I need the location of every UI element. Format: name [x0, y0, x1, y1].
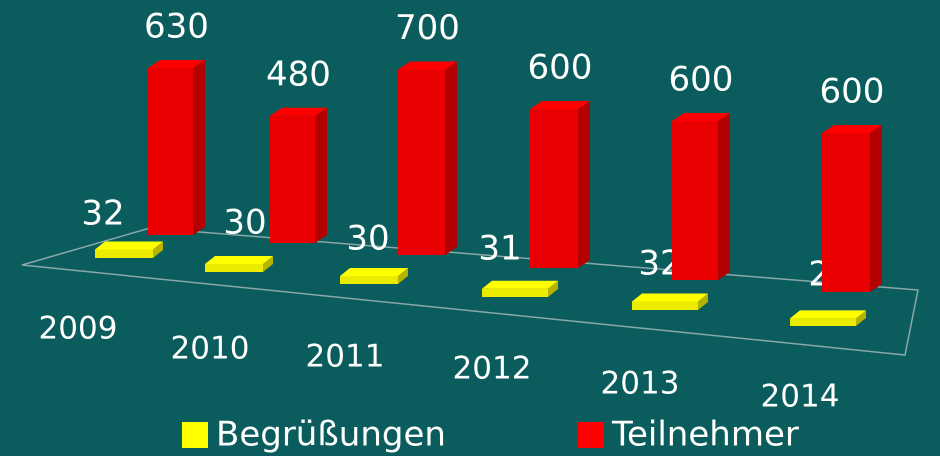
bar-front: [672, 121, 718, 280]
bar-front: [340, 276, 398, 284]
data-label: 600: [528, 48, 593, 88]
legend-label: Begrüßungen: [216, 415, 446, 455]
bar-side: [398, 268, 408, 284]
bar-top: [790, 310, 866, 319]
bar: [270, 107, 327, 243]
bar-front: [632, 301, 698, 310]
legend-label: Teilnehmer: [611, 415, 799, 455]
bar-side: [578, 101, 590, 268]
x-tick-label: 2012: [453, 351, 532, 387]
bar-side: [548, 280, 558, 297]
bar-side: [263, 256, 273, 272]
x-tick-label: 2011: [306, 339, 385, 375]
bar: [205, 256, 273, 272]
bar-top: [632, 293, 708, 302]
bar-top: [340, 268, 408, 277]
x-tick-label: 2009: [39, 311, 118, 347]
legend-swatch: [578, 422, 604, 448]
bar-front: [482, 288, 548, 297]
data-label: 30: [346, 219, 389, 259]
bar: [340, 268, 408, 284]
bar-front: [530, 109, 578, 268]
bar-top: [148, 60, 205, 69]
bar-front: [205, 264, 263, 272]
bar: [148, 60, 205, 235]
bar: [822, 125, 882, 292]
bar-side: [856, 310, 866, 326]
bar-top: [270, 107, 327, 116]
bar-top: [398, 61, 457, 70]
bar-side: [870, 125, 882, 292]
bar-front: [790, 318, 856, 326]
bar-side: [698, 293, 708, 310]
floor: [21, 227, 919, 356]
bar-front: [148, 68, 193, 235]
bar-front: [398, 69, 445, 255]
bar: [632, 293, 708, 310]
bar-side: [193, 60, 205, 235]
legend-swatch: [182, 422, 208, 448]
data-label: 31: [478, 229, 521, 269]
bar: [95, 241, 163, 258]
bar-top: [482, 280, 558, 289]
bar-front: [270, 115, 315, 243]
bar: [398, 61, 457, 255]
bar-top: [822, 125, 882, 133]
bar-side: [445, 61, 457, 255]
x-tick-label: 2014: [761, 379, 840, 415]
bar-top: [95, 241, 163, 250]
bar-front: [822, 133, 870, 292]
bar-top: [672, 113, 730, 121]
x-tick-label: 2013: [601, 366, 680, 402]
data-label: 600: [669, 60, 734, 100]
bar: [672, 113, 730, 280]
bar-front: [95, 249, 153, 258]
data-label: 480: [266, 54, 331, 94]
bar-side: [718, 113, 730, 280]
data-label: 32: [81, 194, 124, 234]
bar: [530, 101, 590, 268]
bar-top: [205, 256, 273, 265]
bar-side: [315, 107, 327, 243]
bar: [482, 280, 558, 297]
bar: [790, 310, 866, 326]
data-label: 700: [395, 8, 460, 48]
bar-side: [153, 241, 163, 258]
bar-top: [530, 101, 590, 109]
data-label: 630: [144, 7, 209, 47]
x-tick-label: 2010: [171, 331, 250, 367]
data-label: 600: [820, 72, 885, 112]
data-label: 30: [223, 203, 266, 243]
